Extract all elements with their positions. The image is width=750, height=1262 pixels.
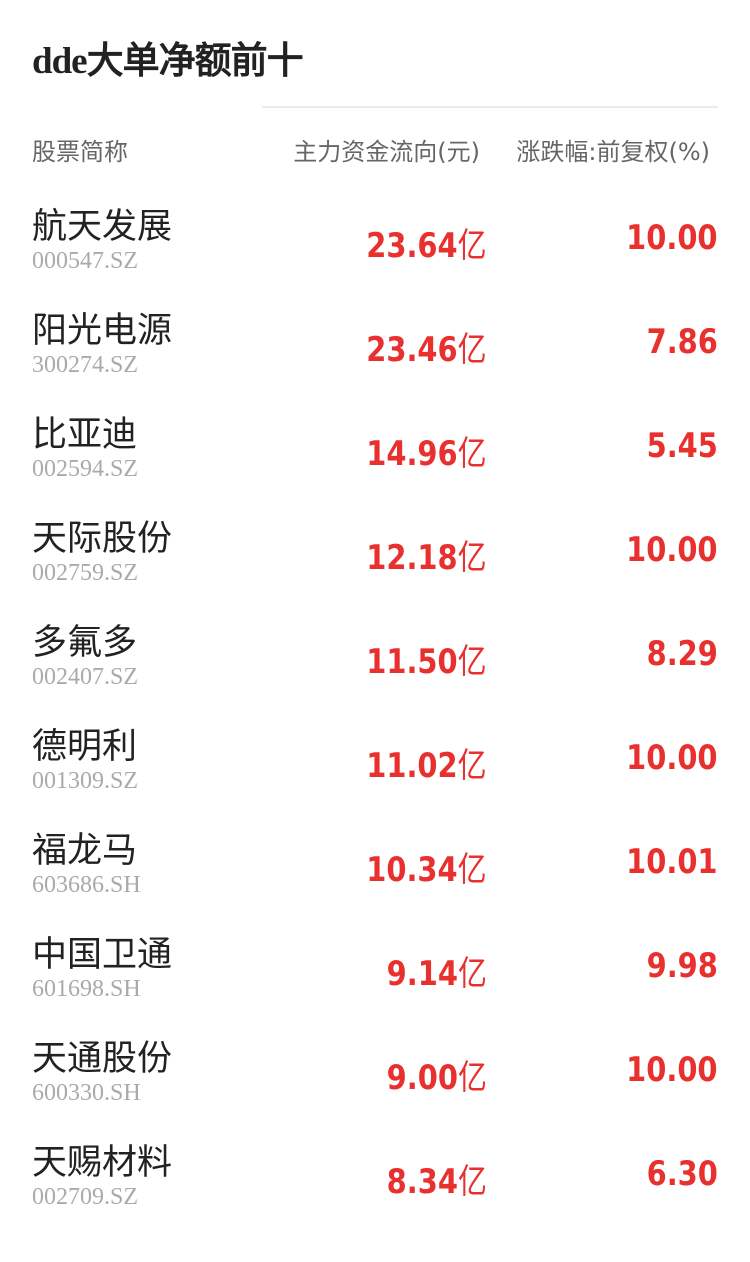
change-value: 10.00 <box>626 738 718 778</box>
change-value: 10.00 <box>626 530 718 570</box>
flow-unit: 亿 <box>458 642 487 682</box>
stock-code: 002407.SZ <box>32 664 139 690</box>
flow-unit: 亿 <box>458 746 487 786</box>
flow-number: 9.14 <box>386 954 459 994</box>
change-value: 5.45 <box>646 426 718 466</box>
stock-code: 600330.SH <box>32 1080 141 1106</box>
main-flow-value: 9.14亿 <box>387 946 487 995</box>
flow-number: 8.34 <box>386 1162 459 1202</box>
header-change[interactable]: 涨跌幅:前复权(%) <box>516 138 710 166</box>
stock-code: 300274.SZ <box>32 352 139 378</box>
stock-name[interactable]: 天际股份 <box>32 519 173 559</box>
change-value: 10.00 <box>626 218 718 258</box>
flow-unit: 亿 <box>458 226 487 266</box>
flow-unit: 亿 <box>458 1058 487 1098</box>
flow-number: 11.02 <box>366 746 459 786</box>
main-flow-value: 11.50亿 <box>367 634 487 683</box>
stock-code: 603686.SH <box>32 872 141 898</box>
main-flow-value: 9.00亿 <box>387 1050 487 1099</box>
stock-name[interactable]: 阳光电源 <box>32 311 173 351</box>
stock-name[interactable]: 福龙马 <box>32 831 138 871</box>
main-flow-value: 23.64亿 <box>367 218 487 267</box>
stock-name[interactable]: 天赐材料 <box>32 1143 173 1183</box>
main-flow-value: 11.02亿 <box>367 738 487 787</box>
table-row[interactable]: 航天发展 000547.SZ 23.64亿 10.00 <box>0 190 750 294</box>
table-row[interactable]: 福龙马 603686.SH 10.34亿 10.01 <box>0 814 750 918</box>
table-row[interactable]: 中国卫通 601698.SH 9.14亿 9.98 <box>0 918 750 1022</box>
table-row[interactable]: 比亚迪 002594.SZ 14.96亿 5.45 <box>0 398 750 502</box>
header-main-flow[interactable]: 主力资金流向(元) <box>293 138 480 166</box>
stock-code: 001309.SZ <box>32 768 139 794</box>
table-row[interactable]: 天赐材料 002709.SZ 8.34亿 6.30 <box>0 1126 750 1230</box>
change-value: 6.30 <box>646 1154 718 1194</box>
flow-unit: 亿 <box>458 434 487 474</box>
flow-number: 23.64 <box>366 226 459 266</box>
flow-unit: 亿 <box>458 538 487 578</box>
header-stock-name[interactable]: 股票简称 <box>32 138 128 166</box>
stock-code: 002709.SZ <box>32 1184 139 1210</box>
main-flow-value: 10.34亿 <box>367 842 487 891</box>
divider <box>262 106 718 108</box>
flow-number: 10.34 <box>366 850 459 890</box>
stock-code: 002594.SZ <box>32 456 139 482</box>
flow-unit: 亿 <box>458 850 487 890</box>
page-title: dde大单净额前十 <box>32 41 304 82</box>
stock-name[interactable]: 航天发展 <box>32 207 173 247</box>
stock-code: 000547.SZ <box>32 248 139 274</box>
flow-unit: 亿 <box>458 954 487 994</box>
main-flow-value: 23.46亿 <box>367 322 487 371</box>
table-row[interactable]: 阳光电源 300274.SZ 23.46亿 7.86 <box>0 294 750 398</box>
flow-number: 14.96 <box>366 434 459 474</box>
table-row[interactable]: 多氟多 002407.SZ 11.50亿 8.29 <box>0 606 750 710</box>
stock-code: 002759.SZ <box>32 560 139 586</box>
change-value: 8.29 <box>646 634 718 674</box>
table-row[interactable]: 德明利 001309.SZ 11.02亿 10.00 <box>0 710 750 814</box>
stock-name[interactable]: 比亚迪 <box>32 415 138 455</box>
flow-number: 12.18 <box>366 538 459 578</box>
flow-unit: 亿 <box>458 1162 487 1202</box>
main-flow-value: 12.18亿 <box>367 530 487 579</box>
stock-table: 航天发展 000547.SZ 23.64亿 10.00 阳光电源 300274.S… <box>0 190 750 1230</box>
flow-number: 23.46 <box>366 330 459 370</box>
stock-name[interactable]: 德明利 <box>32 727 138 767</box>
stock-code: 601698.SH <box>32 976 141 1002</box>
flow-unit: 亿 <box>458 330 487 370</box>
stock-name[interactable]: 多氟多 <box>32 623 138 663</box>
change-value: 9.98 <box>646 946 718 986</box>
table-row[interactable]: 天通股份 600330.SH 9.00亿 10.00 <box>0 1022 750 1126</box>
stock-name[interactable]: 中国卫通 <box>32 935 173 975</box>
main-flow-value: 8.34亿 <box>387 1154 487 1203</box>
stock-name[interactable]: 天通股份 <box>32 1039 173 1079</box>
flow-number: 9.00 <box>386 1058 459 1098</box>
change-value: 10.01 <box>626 842 718 882</box>
main-flow-value: 14.96亿 <box>367 426 487 475</box>
flow-number: 11.50 <box>366 642 459 682</box>
change-value: 10.00 <box>626 1050 718 1090</box>
table-row[interactable]: 天际股份 002759.SZ 12.18亿 10.00 <box>0 502 750 606</box>
change-value: 7.86 <box>646 322 718 362</box>
